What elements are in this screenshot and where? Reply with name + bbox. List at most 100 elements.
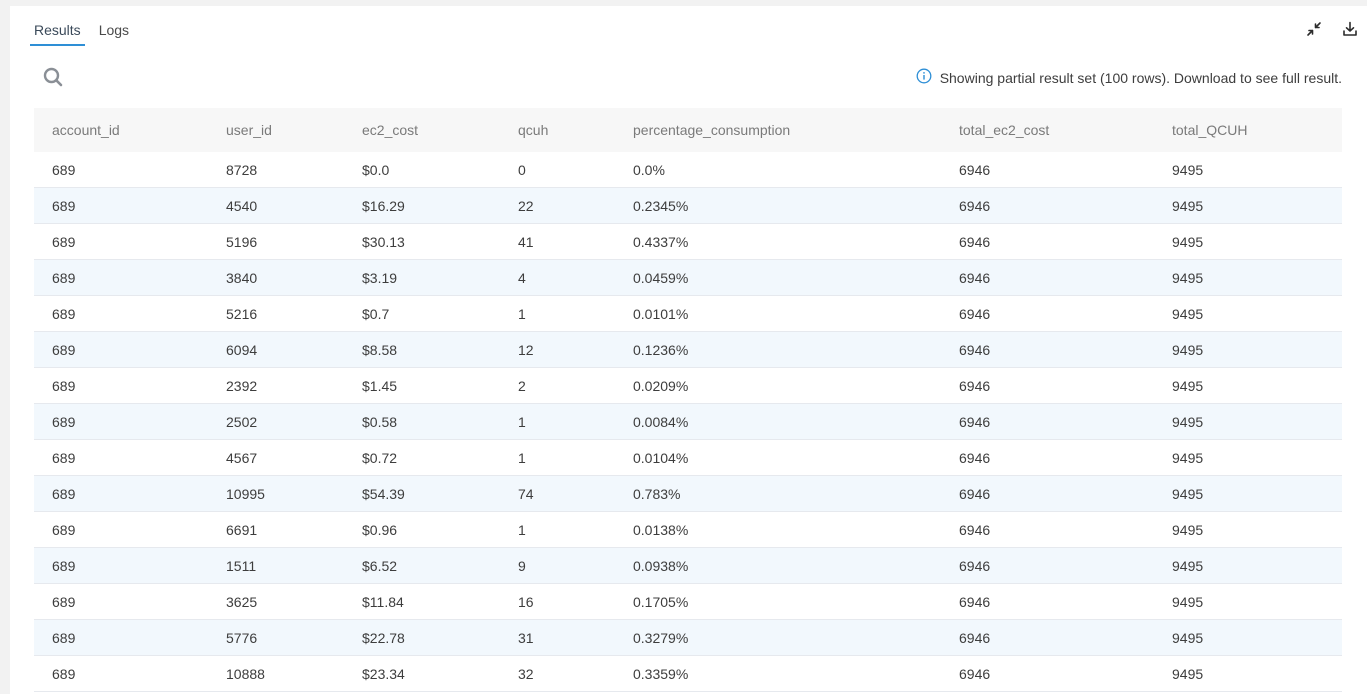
table-cell: 1	[518, 521, 526, 538]
table-cell: 6946	[959, 557, 991, 574]
table-cell: 5196	[226, 233, 258, 250]
table-cell: 6946	[959, 413, 991, 430]
table-cell: 1	[518, 449, 526, 466]
panel-actions	[1305, 20, 1359, 38]
table-row[interactable]: 689 8728 $0.0 0 0.0% 6946 9495	[34, 152, 1342, 188]
table-cell: 0	[518, 161, 526, 178]
table-cell: 689	[52, 521, 76, 538]
table-row[interactable]: 689 5776 $22.78 31 0.3279% 6946 9495	[34, 619, 1342, 656]
partial-result-notice: Showing partial result set (100 rows). D…	[916, 68, 1342, 87]
table-cell: 9495	[1172, 413, 1204, 430]
table-row[interactable]: 689 4540 $16.29 22 0.2345% 6946 9495	[34, 187, 1342, 224]
table-cell: 31	[518, 629, 534, 646]
table-row[interactable]: 689 4567 $0.72 1 0.0104% 6946 9495	[34, 440, 1342, 476]
table-row[interactable]: 689 5216 $0.7 1 0.0101% 6946 9495	[34, 296, 1342, 332]
collapse-arrows-icon[interactable]	[1305, 20, 1323, 38]
search-icon[interactable]	[42, 66, 64, 88]
table-row[interactable]: 689 2392 $1.45 2 0.0209% 6946 9495	[34, 368, 1342, 404]
column-header-total-ec2-cost[interactable]: total_ec2_cost	[959, 122, 1050, 138]
table-cell: 12	[518, 341, 534, 358]
notice-text: Showing partial result set (100 rows). D…	[939, 69, 1342, 86]
table-cell: 0.0101%	[633, 305, 689, 322]
column-header-qcuh[interactable]: qcuh	[518, 122, 549, 138]
info-icon	[916, 68, 932, 87]
table-cell: 6946	[959, 341, 991, 358]
table-cell: 6094	[226, 341, 258, 358]
table-cell: 6691	[226, 521, 258, 538]
table-cell: $0.0	[362, 161, 390, 178]
table-cell: 5216	[226, 305, 258, 322]
table-cell: 16	[518, 593, 534, 610]
table-cell: 689	[52, 665, 76, 682]
table-cell: 4567	[226, 449, 258, 466]
tab-logs[interactable]: Logs	[98, 22, 130, 38]
table-cell: 9495	[1172, 485, 1204, 502]
table-cell: 0.0138%	[633, 521, 689, 538]
table-cell: 689	[52, 449, 76, 466]
table-cell: 0.4337%	[633, 233, 689, 250]
table-cell: 0.3359%	[633, 665, 689, 682]
table-cell: 41	[518, 233, 534, 250]
table-cell: 10995	[226, 485, 265, 502]
table-cell: 0.0209%	[633, 377, 689, 394]
table-cell: 0.0%	[633, 161, 665, 178]
table-cell: 689	[52, 557, 76, 574]
table-row[interactable]: 689 6691 $0.96 1 0.0138% 6946 9495	[34, 512, 1342, 548]
table-cell: $0.72	[362, 449, 398, 466]
table-cell: 3625	[226, 593, 258, 610]
table-cell: $0.7	[362, 305, 390, 322]
table-cell: 0.0084%	[633, 413, 689, 430]
table-cell: 9495	[1172, 197, 1204, 214]
table-cell: $0.58	[362, 413, 398, 430]
column-header-ec2-cost[interactable]: ec2_cost	[362, 122, 419, 138]
table-cell: 1	[518, 413, 526, 430]
download-icon[interactable]	[1341, 20, 1359, 38]
results-table: account_id user_id ec2_cost qcuh percentage_…	[34, 108, 1342, 692]
table-cell: 689	[52, 341, 76, 358]
table-cell: 6946	[959, 521, 991, 538]
table-row[interactable]: 689 3625 $11.84 16 0.1705% 6946 9495	[34, 584, 1342, 620]
table-cell: 9495	[1172, 233, 1204, 250]
table-cell: 9	[518, 557, 526, 574]
table-cell: 0.783%	[633, 485, 681, 502]
table-cell: 6946	[959, 233, 991, 250]
table-cell: 689	[52, 485, 76, 502]
table-cell: $16.29	[362, 197, 405, 214]
table-cell: 9495	[1172, 449, 1204, 466]
table-cell: 0.1705%	[633, 593, 689, 610]
table-cell: $6.52	[362, 557, 398, 574]
table-row[interactable]: 689 5196 $30.13 41 0.4337% 6946 9495	[34, 224, 1342, 260]
table-cell: 22	[518, 197, 534, 214]
table-cell: 6946	[959, 269, 991, 286]
table-row[interactable]: 689 10888 $23.34 32 0.3359% 6946 9495	[34, 656, 1342, 692]
table-cell: 689	[52, 593, 76, 610]
table-cell: 6946	[959, 629, 991, 646]
table-cell: 6946	[959, 665, 991, 682]
table-row[interactable]: 689 3840 $3.19 4 0.0459% 6946 9495	[34, 259, 1342, 296]
column-header-user-id[interactable]: user_id	[226, 122, 272, 138]
table-cell: 689	[52, 233, 76, 250]
table-cell: 689	[52, 161, 76, 178]
column-header-total-qcuh[interactable]: total_QCUH	[1172, 122, 1248, 138]
table-cell: 2502	[226, 413, 258, 430]
tab-results[interactable]: Results	[30, 20, 85, 46]
table-cell: 74	[518, 485, 534, 502]
table-cell: 1	[518, 305, 526, 322]
table-cell: 689	[52, 269, 76, 286]
table-cell: 4540	[226, 197, 258, 214]
table-cell: 8728	[226, 161, 258, 178]
table-cell: 6946	[959, 593, 991, 610]
table-cell: 1511	[226, 557, 257, 574]
table-cell: 689	[52, 305, 76, 322]
column-header-percentage-consumption[interactable]: percentage_consumption	[633, 122, 791, 138]
table-row[interactable]: 689 6094 $8.58 12 0.1236% 6946 9495	[34, 331, 1342, 368]
table-cell: $54.39	[362, 485, 405, 502]
table-row[interactable]: 689 2502 $0.58 1 0.0084% 6946 9495	[34, 403, 1342, 440]
table-cell: 9495	[1172, 341, 1204, 358]
table-cell: 4	[518, 269, 526, 286]
table-cell: $1.45	[362, 377, 398, 394]
table-cell: $30.13	[362, 233, 405, 250]
table-row[interactable]: 689 1511 $6.52 9 0.0938% 6946 9495	[34, 547, 1342, 584]
table-row[interactable]: 689 10995 $54.39 74 0.783% 6946 9495	[34, 475, 1342, 512]
column-header-account-id[interactable]: account_id	[52, 122, 120, 138]
